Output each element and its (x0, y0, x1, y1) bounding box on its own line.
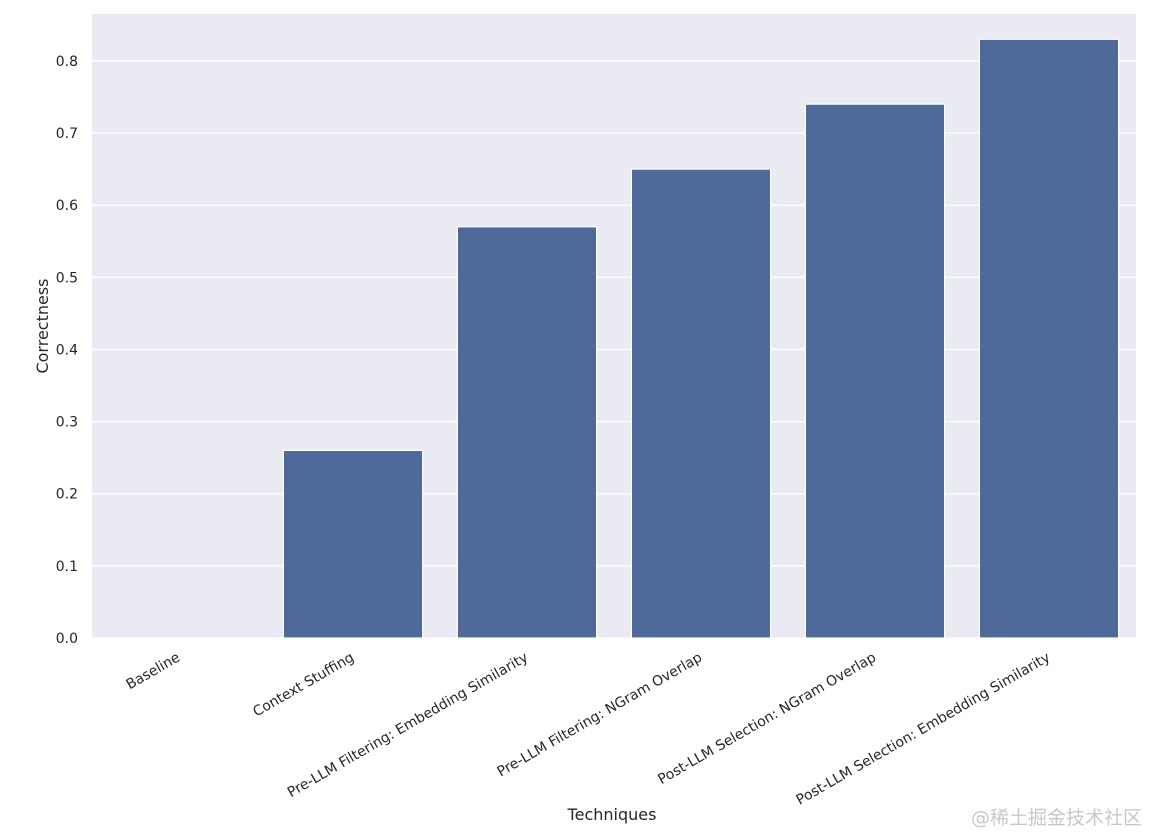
y-tick-label: 0.7 (56, 126, 78, 142)
x-tick-label: Context Stuffing (250, 650, 357, 721)
y-tick-label: 0.2 (56, 487, 78, 503)
y-tick-label: 0.8 (56, 54, 78, 70)
x-tick-labels: Baseline Context Stuffing Pre-LLM Filterin… (124, 650, 1053, 809)
y-axis-label: Correctness (33, 278, 52, 373)
bars (282, 38, 1120, 639)
y-tick-label: 0.6 (56, 198, 78, 214)
x-tick-label: Pre-LLM Filtering: NGram Overlap (495, 650, 705, 781)
watermark: @稀土掘金技术社区 (970, 807, 1142, 829)
bar (282, 449, 424, 639)
y-tick-labels: 0.0 0.1 0.2 0.3 0.4 0.5 0.6 0.7 0.8 (56, 54, 78, 647)
y-tick-label: 0.3 (56, 415, 78, 431)
y-tick-label: 0.5 (56, 270, 78, 286)
gridlines (92, 60, 1136, 639)
plot-background (92, 14, 1136, 638)
bar (804, 103, 946, 639)
x-axis-label: Techniques (567, 805, 657, 824)
x-tick-label: Baseline (124, 650, 183, 694)
bar (456, 226, 598, 639)
bar (630, 168, 772, 639)
bar (978, 38, 1120, 639)
y-tick-label: 0.0 (56, 631, 78, 647)
y-tick-label: 0.4 (56, 342, 78, 358)
y-tick-label: 0.1 (56, 559, 78, 575)
